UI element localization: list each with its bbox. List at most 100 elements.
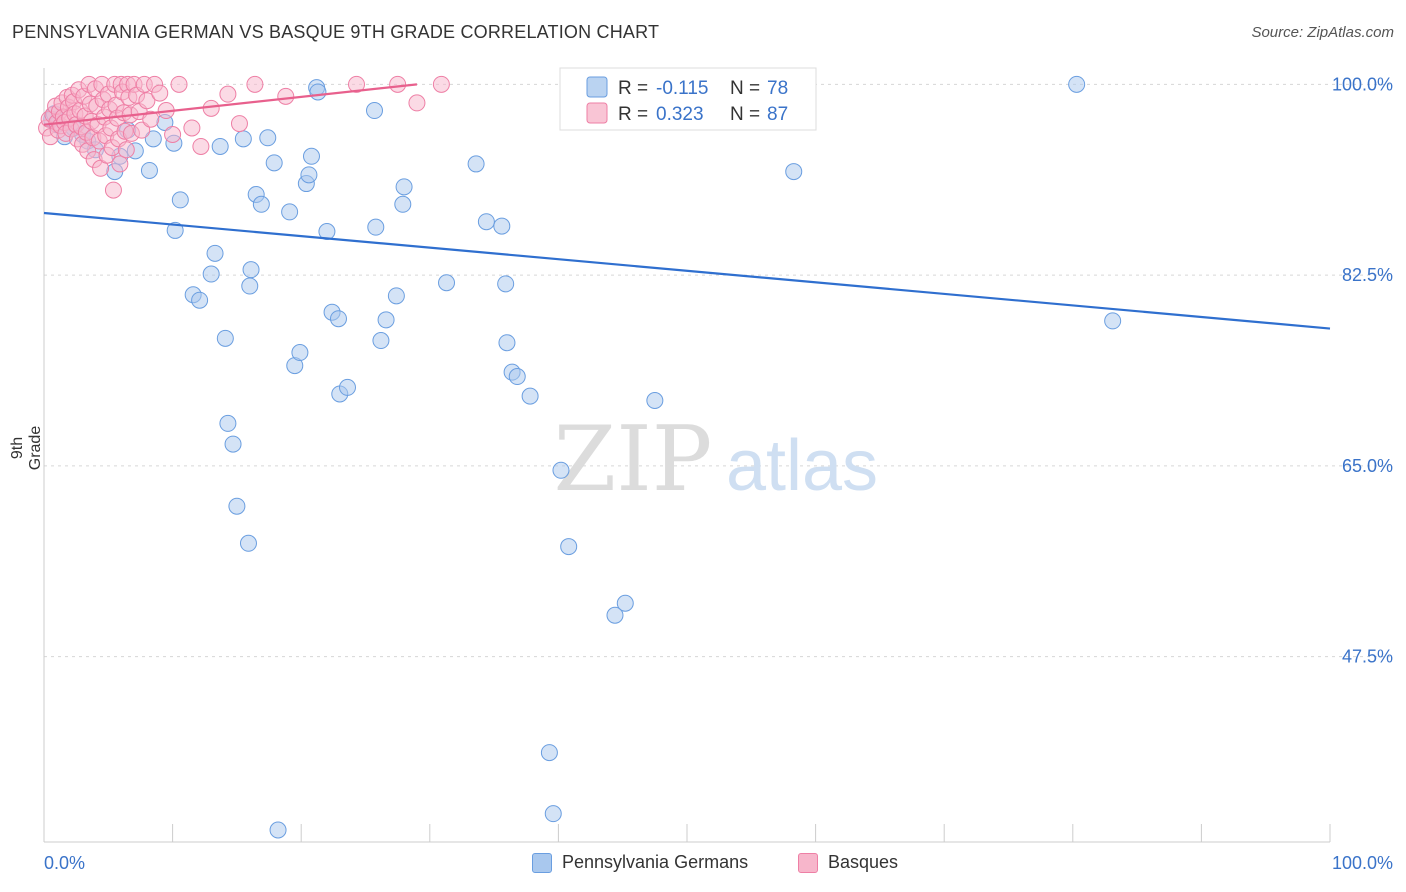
- stats-swatch-blue: [586, 76, 608, 98]
- point-pennsylvania-german-61: [498, 334, 516, 352]
- tick-labels: 100.0% 82.5% 65.0% 47.5% 0.0% 100.0%: [44, 74, 1393, 873]
- point-pennsylvania-german-68: [560, 538, 578, 556]
- point-pennsylvania-german-49: [366, 102, 384, 120]
- point-pennsylvania-german-24: [219, 414, 237, 432]
- point-pennsylvania-german-25: [224, 435, 242, 453]
- stats-n-label-blue: N =: [730, 78, 760, 99]
- point-pennsylvania-german-40: [300, 166, 318, 184]
- point-pennsylvania-german-43: [309, 83, 327, 101]
- point-basque-70: [142, 110, 160, 128]
- point-pennsylvania-german-70: [616, 594, 634, 612]
- point-pennsylvania-german-28: [239, 534, 257, 552]
- point-basque-72: [151, 84, 169, 102]
- point-pennsylvania-german-46: [329, 310, 347, 328]
- axes: [43, 68, 1331, 843]
- point-pennsylvania-german-34: [265, 154, 283, 172]
- stats-swatch-pink: [586, 102, 608, 124]
- point-pennsylvania-german-19: [191, 291, 209, 309]
- point-pennsylvania-german-13: [144, 130, 162, 148]
- legend-swatch-pink: [798, 852, 818, 873]
- point-basque-84: [389, 75, 407, 93]
- point-pennsylvania-german-12: [140, 161, 158, 179]
- point-basque-86: [432, 75, 450, 93]
- point-pennsylvania-german-30: [242, 261, 260, 279]
- x-tick-label-min: 0.0%: [44, 853, 85, 873]
- point-pennsylvania-german-16: [166, 221, 184, 239]
- point-pennsylvania-german-29: [241, 277, 259, 295]
- point-pennsylvania-german-21: [206, 244, 224, 262]
- stats-n-label-pink: N =: [730, 104, 760, 125]
- point-pennsylvania-german-32: [252, 195, 270, 213]
- point-pennsylvania-german-23: [216, 329, 234, 347]
- point-basque-79: [219, 85, 237, 103]
- stats-r-label-blue: R =: [618, 78, 648, 99]
- grid-lines: [44, 83, 1390, 658]
- data-points: [38, 75, 1122, 839]
- point-pennsylvania-german-69: [606, 606, 624, 624]
- point-pennsylvania-german-48: [338, 378, 356, 396]
- point-basque-54: [111, 155, 129, 173]
- point-basque-81: [246, 75, 264, 93]
- stats-n-value-blue: 78: [767, 78, 788, 99]
- point-pennsylvania-german-17: [171, 191, 189, 209]
- point-basque-74: [164, 125, 182, 143]
- point-pennsylvania-german-41: [302, 147, 320, 165]
- stats-n-value-pink: 87: [767, 104, 788, 125]
- point-pennsylvania-german-33: [259, 129, 277, 147]
- point-basque-82: [277, 87, 295, 105]
- trend-line-pennsylvania-german: [43, 211, 1331, 330]
- y-tick-label-1: 82.5%: [1342, 265, 1393, 285]
- point-pennsylvania-german-50: [367, 218, 385, 236]
- point-pennsylvania-german-20: [202, 265, 220, 283]
- point-pennsylvania-german-77: [1104, 312, 1122, 330]
- point-pennsylvania-german-53: [387, 287, 405, 305]
- y-tick-label-2: 65.0%: [1342, 456, 1393, 476]
- y-tick-label-0: 100.0%: [1332, 74, 1393, 94]
- source-credit: Source: ZipAtlas.com: [1251, 24, 1394, 41]
- stats-r-value-pink: 0.323: [656, 104, 704, 125]
- legend-label-pennsylvania-germans: Pennsylvania Germans: [562, 852, 749, 872]
- point-basque-78: [202, 99, 220, 117]
- point-basque-80: [230, 115, 248, 133]
- chart-title: PENNSYLVANIA GERMAN VS BASQUE 9TH GRADE …: [12, 22, 660, 42]
- point-pennsylvania-german-59: [493, 217, 511, 235]
- trend-lines: [43, 83, 1331, 330]
- point-pennsylvania-german-38: [291, 344, 309, 362]
- stats-legend: R = -0.115 N = 78 R = 0.323 N = 87: [559, 67, 817, 131]
- point-basque-85: [408, 94, 426, 112]
- point-pennsylvania-german-52: [377, 311, 395, 329]
- watermark-zip: ZIP: [554, 407, 713, 512]
- point-basque-69: [138, 92, 156, 110]
- point-pennsylvania-german-66: [544, 805, 562, 823]
- legend-item-pennsylvania-germans[interactable]: Pennsylvania Germans: [532, 852, 748, 873]
- legend-item-basques[interactable]: Basques: [798, 852, 898, 873]
- point-basque-77: [192, 137, 210, 155]
- point-pennsylvania-german-58: [477, 213, 495, 231]
- point-basque-76: [183, 119, 201, 137]
- point-pennsylvania-german-63: [508, 368, 526, 386]
- point-pennsylvania-german-76: [1068, 75, 1086, 93]
- point-basque-67: [133, 121, 151, 139]
- stats-r-label-pink: R =: [618, 104, 648, 125]
- y-tick-label-3: 47.5%: [1342, 647, 1393, 667]
- point-pennsylvania-german-44: [318, 223, 336, 241]
- point-pennsylvania-german-65: [540, 744, 558, 762]
- series-legend: Pennsylvania Germans Basques: [0, 852, 1406, 878]
- point-pennsylvania-german-71: [646, 391, 664, 409]
- point-pennsylvania-german-36: [281, 203, 299, 221]
- point-pennsylvania-german-67: [552, 461, 570, 479]
- point-pennsylvania-german-22: [211, 137, 229, 155]
- point-pennsylvania-german-60: [497, 275, 515, 293]
- point-pennsylvania-german-56: [438, 274, 456, 292]
- point-pennsylvania-german-54: [394, 195, 412, 213]
- point-pennsylvania-german-55: [395, 178, 413, 196]
- point-pennsylvania-german-75: [785, 163, 803, 181]
- point-basque-49: [104, 181, 122, 199]
- point-basque-83: [347, 75, 365, 93]
- point-pennsylvania-german-51: [372, 332, 390, 350]
- trend-line-basque: [43, 83, 418, 126]
- point-pennsylvania-german-57: [467, 155, 485, 173]
- legend-label-basques: Basques: [828, 852, 899, 872]
- point-pennsylvania-german-27: [234, 130, 252, 148]
